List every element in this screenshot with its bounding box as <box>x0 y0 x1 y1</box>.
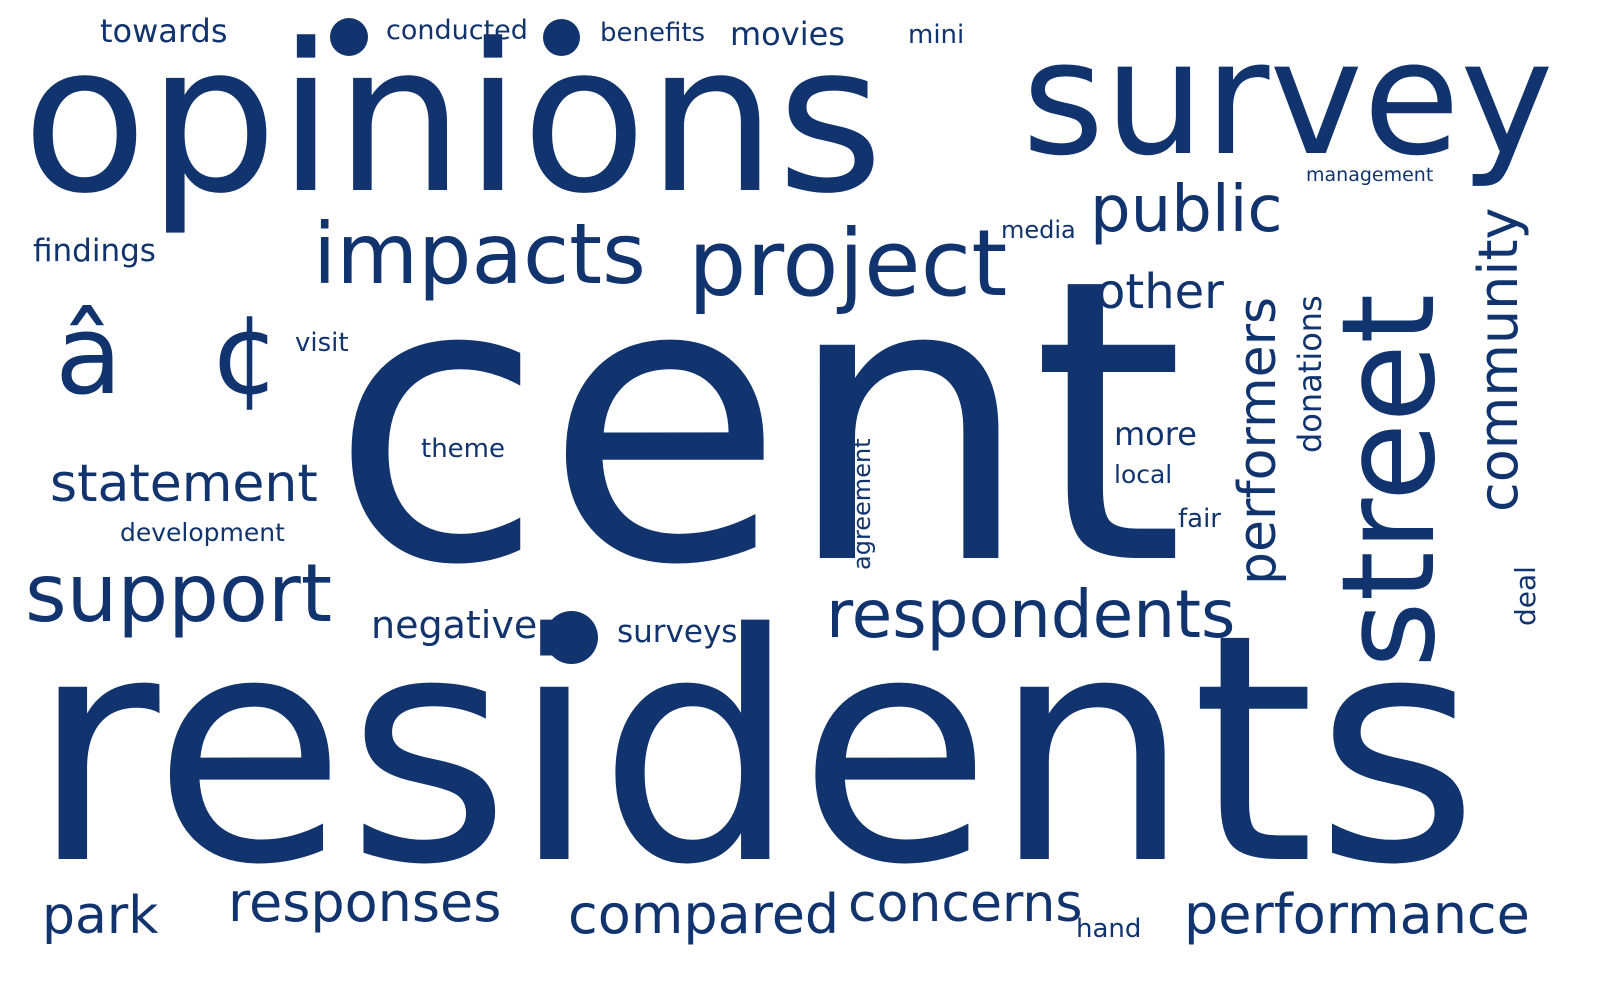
word-other: other <box>1096 264 1224 320</box>
word-conducted: conducted <box>386 15 528 46</box>
word-negative: negative <box>371 603 538 647</box>
bullet-dot-2 <box>543 19 580 56</box>
word-more: more <box>1114 415 1197 453</box>
word-surveys: surveys <box>617 614 738 650</box>
word-survey: survey <box>1022 7 1554 191</box>
word-impacts: impacts <box>313 205 646 303</box>
word-community: community <box>1467 207 1530 512</box>
word-concerns: concerns <box>848 874 1083 934</box>
word-park: park <box>42 886 159 946</box>
word-hand: hand <box>1076 914 1142 944</box>
word-benefits: benefits <box>600 18 706 48</box>
word-performers: performers <box>1228 296 1288 585</box>
word-compared: compared <box>568 883 840 946</box>
word-cent: cent <box>330 196 1185 650</box>
word-public: public <box>1090 173 1283 247</box>
word-management: management <box>1306 164 1434 186</box>
bullet-dot-1 <box>330 18 368 56</box>
word-statement: statement <box>50 454 318 514</box>
word-opinions: opinions <box>22 1 884 239</box>
word-development: development <box>120 518 285 547</box>
word-towards: towards <box>100 12 228 50</box>
word-residents: residents <box>30 568 1480 934</box>
word-responses: responses <box>228 871 502 934</box>
word-mojibake-bullet: â¢ <box>55 291 281 419</box>
word-respondents: respondents <box>826 576 1236 653</box>
word-project: project <box>688 210 1008 317</box>
word-media: media <box>1001 216 1076 244</box>
word-performance: performance <box>1184 883 1530 946</box>
word-deal: deal <box>1509 566 1542 626</box>
word-mini: mini <box>908 20 965 50</box>
word-agreement: agreement <box>848 438 876 570</box>
word-findings: findings <box>33 233 156 269</box>
word-theme: theme <box>421 434 505 464</box>
word-local: local <box>1114 460 1173 489</box>
word-support: support <box>25 547 333 640</box>
word-movies: movies <box>730 15 845 53</box>
word-visit: visit <box>295 328 349 358</box>
word-fair: fair <box>1178 504 1221 534</box>
bullet-dot-3 <box>545 611 598 664</box>
